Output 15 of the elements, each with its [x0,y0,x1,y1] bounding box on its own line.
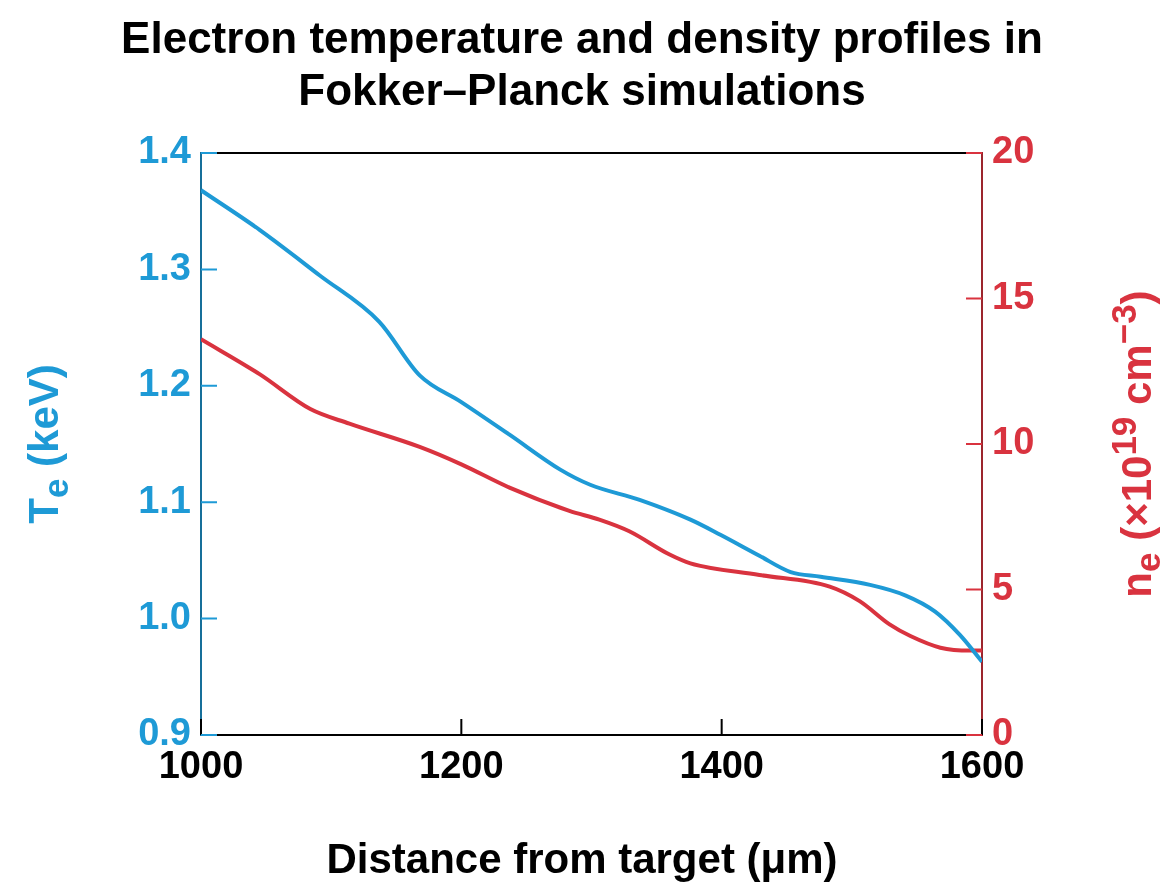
y-tick-label: 1.3 [138,245,191,288]
y-tick-label: 1.1 [138,478,191,521]
y-tick-label: 1.4 [138,129,191,172]
y2-tick-label: 15 [992,274,1035,317]
line-series [201,188,982,664]
line-series [201,337,982,653]
chart-title: Electron temperature and density profiles in Fokker–Planck simulations [120,12,1044,116]
x-tick-label: 1400 [679,744,764,787]
x-tick-label: 1200 [419,744,504,787]
x-axis-title: Distance from target (μm) [326,835,838,883]
y2-tick-label: 10 [992,420,1035,463]
y2-tick-label: 20 [992,129,1035,172]
y-tick-label: 1.2 [138,362,191,405]
y2-tick-label: 5 [992,565,1014,608]
y-tick-label: 1.0 [138,595,191,638]
